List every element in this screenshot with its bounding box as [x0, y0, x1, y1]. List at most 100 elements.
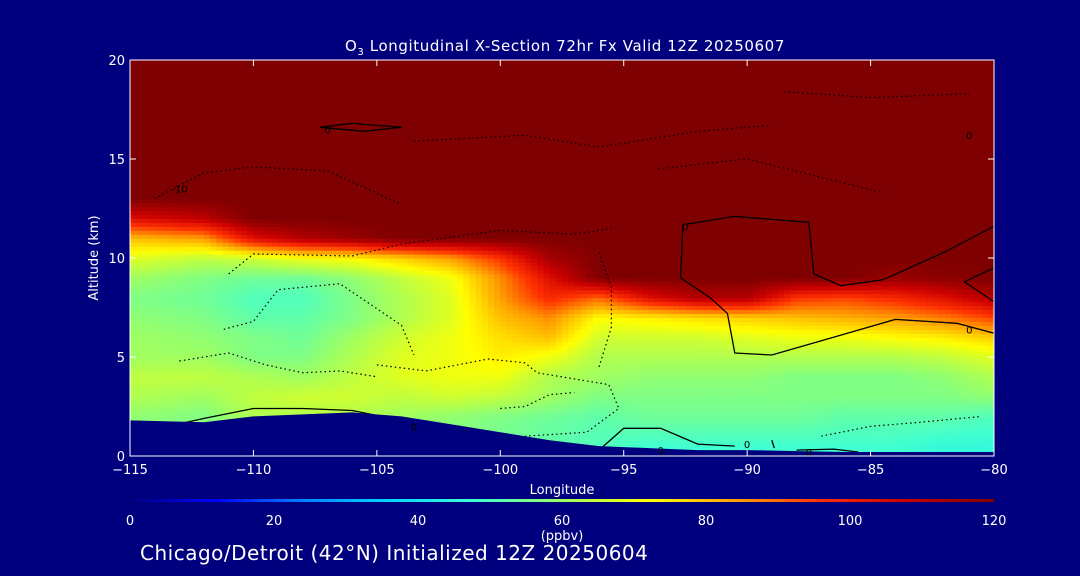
heat-cell	[629, 412, 637, 417]
heat-cell	[796, 325, 804, 330]
heat-cell	[346, 396, 353, 402]
heat-cell	[160, 392, 168, 398]
heat-cell	[605, 432, 612, 437]
heat-cell	[629, 368, 637, 374]
heat-cell	[808, 329, 816, 334]
heat-cell	[241, 360, 248, 366]
heat-cell	[321, 345, 329, 350]
heat-cell	[771, 325, 779, 330]
heat-cell	[932, 428, 940, 433]
heat-cell	[197, 392, 205, 398]
heat-cell	[932, 357, 940, 362]
heat-cell	[160, 357, 168, 362]
heat-cell	[450, 329, 458, 334]
heat-cell	[617, 400, 625, 406]
heat-cell	[642, 424, 649, 429]
heat-cell	[562, 360, 569, 366]
heat-cell	[512, 353, 520, 358]
heat-cell	[759, 440, 767, 445]
heat-cell	[432, 388, 440, 394]
heat-cell	[611, 333, 619, 338]
heat-cell	[580, 416, 588, 421]
heat-cell	[173, 376, 180, 382]
heat-cell	[537, 380, 545, 386]
heat-cell	[901, 380, 909, 386]
heat-cell	[383, 353, 390, 358]
heat-cell	[222, 349, 230, 354]
heat-cell	[339, 317, 347, 322]
heat-cell	[864, 408, 872, 414]
heat-cell	[179, 321, 187, 326]
heat-cell	[740, 345, 748, 350]
heat-cell	[642, 349, 649, 354]
heat-cell	[889, 412, 896, 417]
heat-cell	[753, 440, 761, 445]
heat-cell	[346, 388, 353, 394]
heat-cell	[142, 412, 150, 417]
heat-cell	[518, 337, 526, 342]
heat-cell	[796, 384, 804, 390]
heat-cell	[339, 357, 347, 362]
heat-cell	[136, 392, 143, 398]
heat-cell	[210, 412, 217, 417]
heat-cell	[333, 404, 341, 410]
heat-cell	[654, 392, 662, 398]
heat-cell	[555, 368, 563, 374]
heat-cell	[469, 313, 477, 318]
heat-cell	[413, 313, 421, 318]
heat-cell	[531, 416, 538, 421]
heat-cell	[648, 384, 656, 390]
heat-cell	[586, 329, 594, 334]
heat-cell	[969, 408, 977, 414]
heat-cell	[413, 341, 421, 346]
heat-cell	[395, 325, 403, 330]
heat-cell	[154, 372, 162, 378]
heat-cell	[679, 400, 687, 406]
heat-cell	[148, 325, 156, 330]
heat-cell	[802, 424, 810, 429]
heat-cell	[438, 364, 446, 370]
heat-cell	[284, 372, 292, 378]
heat-cell	[938, 448, 946, 453]
heat-cell	[802, 432, 810, 437]
heat-cell	[790, 364, 798, 370]
heat-cell	[500, 337, 508, 342]
heat-cell	[636, 440, 643, 445]
heat-cell	[444, 364, 452, 370]
heat-cell	[574, 400, 582, 406]
heat-cell	[685, 345, 693, 350]
heat-cell	[562, 424, 569, 429]
heat-cell	[642, 416, 649, 421]
heat-cell	[173, 321, 180, 326]
heat-cell	[932, 448, 940, 453]
heat-cell	[450, 364, 458, 370]
heat-cell	[531, 372, 538, 378]
heat-cell	[815, 436, 822, 441]
heat-cell	[506, 380, 514, 386]
heat-cell	[950, 432, 958, 437]
heat-cell	[685, 380, 693, 386]
heat-cell	[654, 317, 662, 322]
heat-cell	[395, 368, 403, 374]
heat-cell	[673, 396, 680, 402]
heat-cell	[716, 329, 724, 334]
heat-cell	[710, 392, 717, 398]
heat-cell	[574, 384, 582, 390]
heat-cell	[222, 400, 230, 406]
heat-cell	[457, 416, 464, 421]
heat-cell	[210, 317, 217, 322]
heat-cell	[531, 432, 538, 437]
heat-cell	[247, 341, 255, 346]
heat-cell	[265, 400, 273, 406]
heat-cell	[740, 392, 748, 398]
heat-cell	[278, 353, 285, 358]
heat-cell	[438, 353, 446, 358]
heat-cell	[136, 321, 143, 326]
heat-cell	[969, 337, 977, 342]
heat-cell	[562, 400, 569, 406]
heat-cell	[222, 357, 230, 362]
heat-cell	[395, 349, 403, 354]
heat-cell	[543, 360, 551, 366]
heat-cell	[790, 368, 798, 374]
heat-cell	[901, 325, 909, 330]
